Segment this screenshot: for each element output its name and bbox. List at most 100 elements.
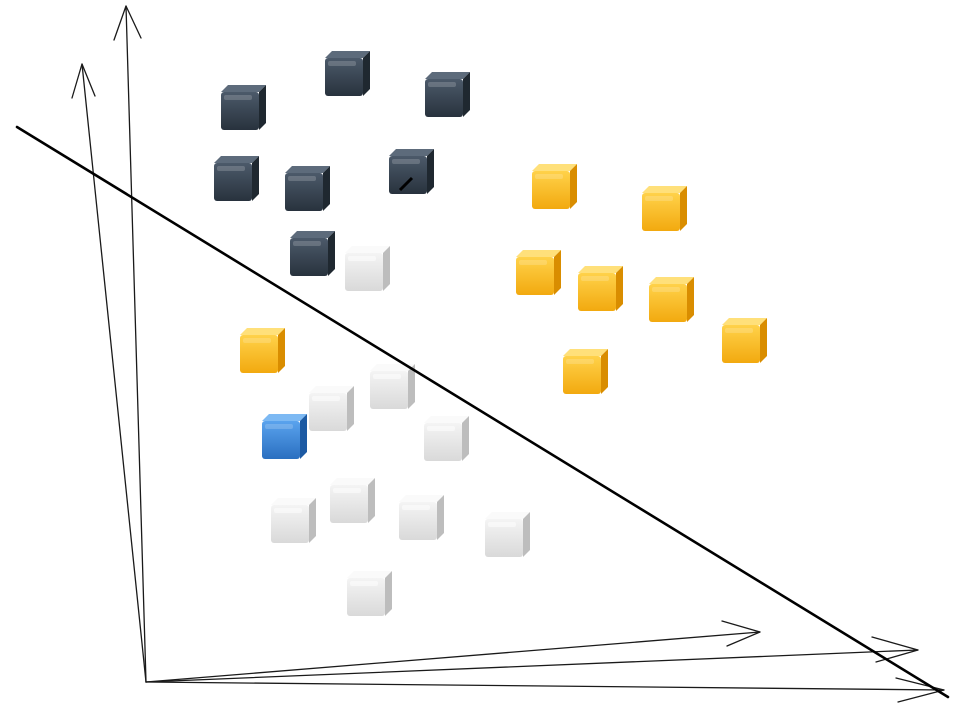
horizontal-axis-middle (145, 649, 919, 683)
vertical-axis-back (125, 5, 147, 683)
cube-front-face (578, 273, 616, 311)
cube-top-face (214, 156, 259, 163)
cube-front-face (642, 193, 680, 231)
cube-front-face (516, 257, 554, 295)
cube-highlight (645, 196, 673, 201)
cube-front-face (214, 163, 252, 201)
cube-side-face (278, 328, 285, 373)
cube-side-face (252, 156, 259, 201)
cube-side-face (368, 478, 375, 523)
cube-top-face (285, 166, 330, 173)
cube-highlight (519, 260, 547, 265)
cube-highlight (428, 82, 456, 87)
cube-side-face (601, 349, 608, 394)
decision-boundary-line (15, 125, 950, 699)
cube-front-face (424, 423, 462, 461)
horizontal-axis-long (145, 681, 945, 691)
horizontal-axis-short (145, 631, 761, 683)
cube-front-face (325, 58, 363, 96)
cube-side-face (463, 72, 470, 117)
cube-front-face (722, 325, 760, 363)
cube-front-face (262, 421, 300, 459)
cube-highlight (328, 61, 356, 66)
cube-side-face (616, 266, 623, 311)
cube-front-face (399, 502, 437, 540)
cube-side-face (259, 85, 266, 130)
cube-highlight (333, 488, 361, 493)
dark-cube (290, 231, 335, 276)
cube-front-face (532, 171, 570, 209)
light-cube (399, 495, 444, 540)
vertical-axis-front-arrowhead (71, 63, 96, 99)
light-cube (345, 246, 390, 291)
light-cube (271, 498, 316, 543)
cube-highlight (348, 256, 376, 261)
dark-cube (214, 156, 259, 201)
cube-side-face (309, 498, 316, 543)
light-cube (330, 478, 375, 523)
gold-cube (578, 266, 623, 311)
blue-cube (262, 414, 307, 459)
cube-top-face (347, 571, 392, 578)
vertical-axis-back-arrowhead (113, 5, 142, 41)
light-cube (309, 386, 354, 431)
cube-front-face (347, 578, 385, 616)
light-cube (370, 364, 415, 409)
cube-top-face (649, 277, 694, 284)
cube-mark (398, 176, 414, 192)
dark-cube (325, 51, 370, 96)
cube-highlight (288, 176, 316, 181)
cube-front-face (345, 253, 383, 291)
cube-top-face (425, 72, 470, 79)
gold-cube (649, 277, 694, 322)
cube-front-face (649, 284, 687, 322)
dark-cube (221, 85, 266, 130)
cube-top-face (722, 318, 767, 325)
cube-highlight (217, 166, 245, 171)
cube-top-face (563, 349, 608, 356)
cube-side-face (385, 571, 392, 616)
cube-top-face (309, 386, 354, 393)
gold-cube (563, 349, 608, 394)
cube-front-face (330, 485, 368, 523)
cube-highlight (293, 241, 321, 246)
cube-highlight (566, 359, 594, 364)
cube-side-face (687, 277, 694, 322)
gold-cube (516, 250, 561, 295)
cube-top-face (330, 478, 375, 485)
cube-top-face (485, 512, 530, 519)
cube-top-face (271, 498, 316, 505)
cube-front-face (309, 393, 347, 431)
cube-top-face (221, 85, 266, 92)
gold-cube (532, 164, 577, 209)
cube-side-face (523, 512, 530, 557)
cube-highlight (312, 396, 340, 401)
cube-side-face (427, 149, 434, 194)
cube-front-face (285, 173, 323, 211)
cube-points (214, 51, 767, 616)
cube-side-face (437, 495, 444, 540)
gold-cube (642, 186, 687, 231)
cube-highlight (224, 95, 252, 100)
cube-side-face (328, 231, 335, 276)
cube-top-face (370, 364, 415, 371)
cube-top-face (262, 414, 307, 421)
cube-highlight (581, 276, 609, 281)
cube-front-face (290, 238, 328, 276)
cube-side-face (323, 166, 330, 211)
cube-highlight (392, 159, 420, 164)
cube-front-face (221, 92, 259, 130)
axes (71, 5, 945, 703)
cube-side-face (347, 386, 354, 431)
dark-cube (425, 72, 470, 117)
cube-highlight (488, 522, 516, 527)
cube-top-face (240, 328, 285, 335)
cube-top-face (389, 149, 434, 156)
cube-top-face (578, 266, 623, 273)
light-cube (424, 416, 469, 461)
cube-top-face (532, 164, 577, 171)
cube-side-face (300, 414, 307, 459)
cube-top-face (325, 51, 370, 58)
cube-side-face (680, 186, 687, 231)
cube-front-face (370, 371, 408, 409)
